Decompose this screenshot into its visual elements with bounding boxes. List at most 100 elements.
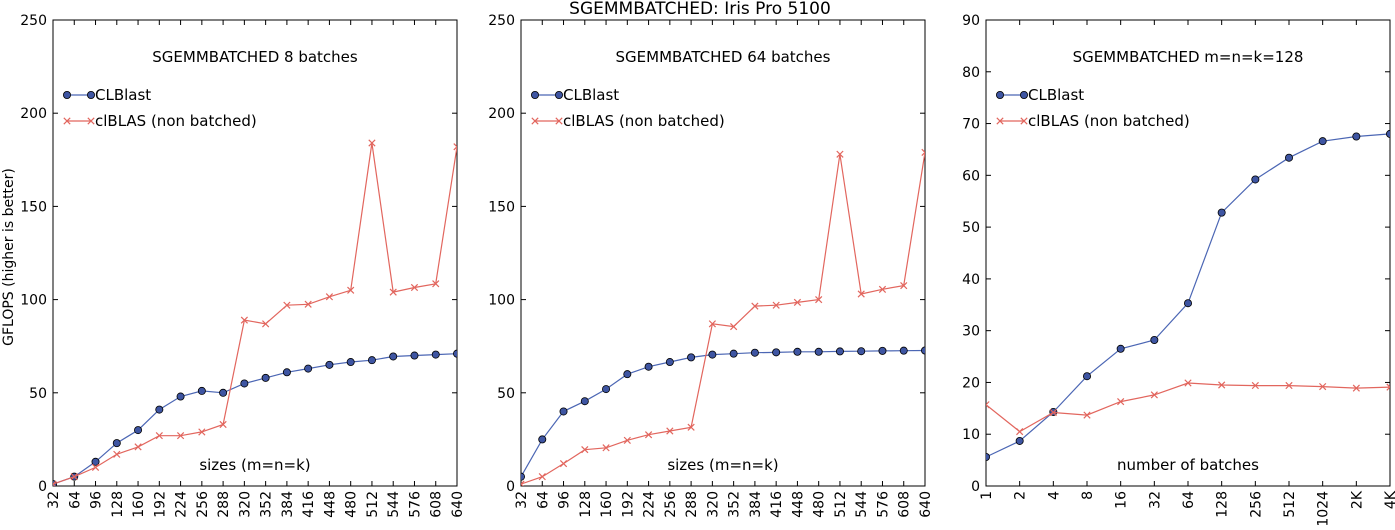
x-tick-label: 512 [1282,491,1298,518]
x-tick-label: 4K [1383,490,1395,509]
data-point-clblast [197,386,206,395]
y-tick-label: 200 [488,106,515,122]
chart-panel-3: 0 10 20 30 40 50 60 70 80 90 1 2 4 8 16 32 64 128 256 512 10… [962,13,1395,527]
data-point-clblas [521,480,525,486]
x-tick-label: 64 [1181,491,1197,509]
data-point-clblas [219,420,227,429]
data-point-clblast [921,346,925,355]
data-point-clblas [1016,428,1024,436]
x-tick-label: 96 [557,491,573,509]
x-tick-label: 64 [67,491,83,509]
x-tick-label: 512 [365,491,381,518]
data-point-clblas [432,280,440,288]
x-tick-label: 448 [322,491,338,518]
data-point-clblas [304,300,312,308]
data-point-clblast [559,407,568,416]
data-point-clblast [772,348,781,357]
y-tick-label: 90 [962,13,980,29]
x-tick-label: 352 [259,491,275,518]
data-point-clblast [112,439,121,448]
plot-area [521,148,925,486]
data-point-clblast [687,353,696,362]
data-point-clblas [687,423,695,431]
data-point-clblas [623,436,631,444]
x-tick-label: 352 [727,491,743,518]
data-point-clblast [346,358,355,367]
data-point-clblast [580,397,589,406]
data-point-clblas [730,323,738,331]
legend-marker-clblast [531,91,540,100]
panel-title: SGEMMBATCHED m=n=k=128 [1073,48,1304,66]
legend-label: CLBlast [95,86,151,104]
x-tick-label: 512 [833,491,849,518]
x-tick-label: 576 [407,491,423,518]
x-tick-label: 96 [89,491,105,509]
data-point-clblas [793,298,802,307]
data-point-clblas [91,463,100,471]
data-point-clblast [665,358,674,367]
x-tick-label: 64 [535,491,551,509]
y-tick-label: 50 [29,386,47,402]
x-tick-label: 640 [450,491,466,518]
legend-marker-clblast [63,91,72,100]
legend-marker-clblast [555,91,564,100]
data-point-clblas [1285,381,1293,390]
x-tick-label: 32 [46,491,62,509]
x-tick-label: 416 [301,491,317,518]
x-tick-label: 256 [1248,491,1264,518]
data-point-clblas [453,143,457,151]
data-point-clblast [261,373,270,382]
data-point-clblast [453,349,457,358]
series-line-clblas [986,382,1390,433]
legend-label: clBLAS (non batched) [95,112,257,130]
data-point-clblas [1184,379,1192,387]
data-point-clblas [70,473,78,481]
data-point-clblast [304,364,313,373]
data-point-clblas [262,320,270,328]
y-tick-label: 60 [962,168,980,184]
data-point-clblas [1083,411,1091,419]
data-point-clblas [53,480,57,486]
data-point-clblast [521,472,525,481]
data-point-clblast [538,435,547,444]
data-point-clblast [1285,153,1294,162]
data-point-clblas [1386,383,1390,391]
x-tick-label: 256 [663,491,679,518]
series-line-clblas [53,142,457,485]
data-point-clblas [368,139,376,147]
chart-panel-1: 0 50 100 150 200 250 32 64 96 128 160 192 224 256 288 3… [20,13,466,518]
data-point-clblas [878,285,887,293]
data-point-clblas [559,460,568,468]
x-tick-label: 4 [1046,491,1062,500]
data-point-clblast [1184,299,1193,308]
y-axis-label: GFLOPS (higher is better) [1,168,17,346]
x-tick-label: 320 [237,491,253,518]
legend-label: clBLAS (non batched) [1028,112,1190,130]
data-point-clblas [1251,381,1259,390]
y-tick-label: 0 [971,479,980,495]
x-tick-label: 1 [979,491,995,500]
data-point-clblast [431,350,440,359]
data-point-clblast [986,453,990,462]
data-point-clblas [1319,382,1327,391]
data-point-clblas [198,428,206,436]
data-point-clblast [899,346,908,355]
data-point-clblas [857,290,865,298]
data-point-clblas [900,281,908,290]
y-tick-label: 50 [962,220,980,236]
data-point-clblast [410,351,419,360]
data-point-clblas [1218,381,1226,389]
x-tick-label: 384 [748,491,764,518]
legend-marker-clblas [1020,117,1028,125]
y-tick-label: 150 [488,199,515,215]
data-point-clblast [835,347,844,356]
y-tick-label: 200 [20,106,47,122]
x-tick-label: 160 [131,491,147,518]
x-tick-label: 544 [854,491,870,518]
data-point-clblas [666,427,674,435]
data-point-clblast [1083,372,1092,381]
y-tick-label: 70 [962,117,980,133]
data-point-clblas [602,444,610,452]
legend-label: CLBlast [563,86,619,104]
